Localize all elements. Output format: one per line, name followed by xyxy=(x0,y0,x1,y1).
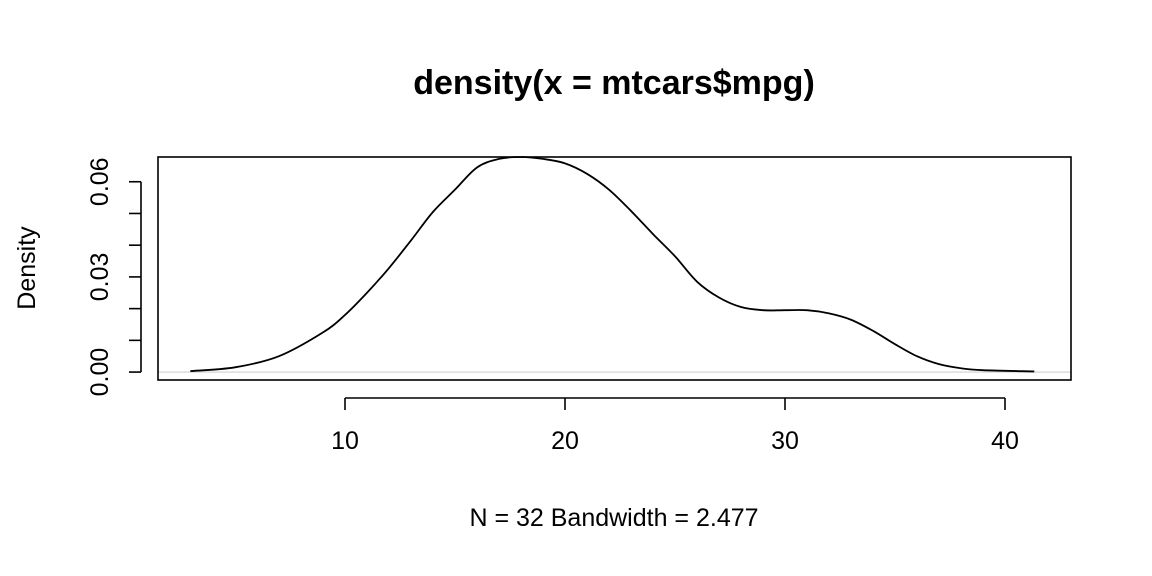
x-tick-label: 30 xyxy=(771,427,799,455)
density-curve xyxy=(190,156,1035,373)
y-tick-label: 0.03 xyxy=(86,253,114,302)
plot-area: 10 20 30 40 0.00 0.03 0.06 xyxy=(86,156,1072,455)
y-tick-label: 0.00 xyxy=(86,348,114,397)
x-tick-label: 20 xyxy=(551,427,579,455)
x-axis-label: N = 32 Bandwidth = 2.477 xyxy=(469,504,758,532)
plot-frame xyxy=(157,156,1072,381)
x-tick-label: 10 xyxy=(331,427,359,455)
y-tick-label: 0.06 xyxy=(86,157,114,206)
chart-title: density(x = mtcars$mpg) xyxy=(413,64,815,102)
y-axis-label: Density xyxy=(13,226,41,310)
x-tick-label: 40 xyxy=(991,427,1019,455)
